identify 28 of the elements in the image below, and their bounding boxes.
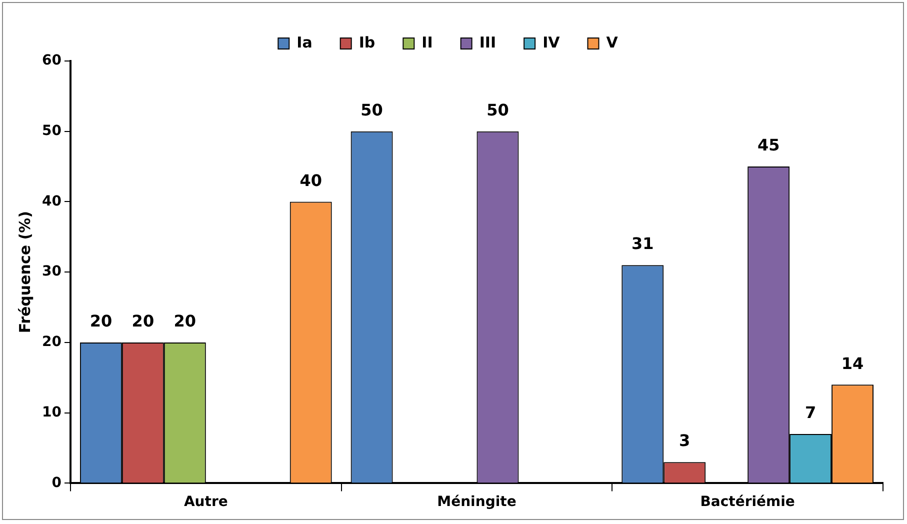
data-label: 7 xyxy=(804,403,816,422)
data-label: 14 xyxy=(841,354,864,373)
y-axis-title: Fréquence (%) xyxy=(16,211,34,334)
legend-label: II xyxy=(422,33,433,52)
legend-label: IV xyxy=(542,33,560,52)
data-label: 50 xyxy=(360,100,383,120)
data-label: 3 xyxy=(679,431,690,450)
y-tick-label: 20 xyxy=(42,334,62,350)
y-tick-label: 0 xyxy=(52,474,62,491)
data-label: 31 xyxy=(631,234,654,254)
x-tick-label: Autre xyxy=(184,494,228,510)
data-label: 40 xyxy=(300,170,322,190)
y-tick-label: 40 xyxy=(42,193,62,210)
data-label: 20 xyxy=(174,312,196,331)
y-tick-label: 10 xyxy=(42,404,62,420)
data-label: 45 xyxy=(757,136,780,155)
legend-label: Ia xyxy=(296,33,312,52)
x-tick-label: Méningite xyxy=(437,494,516,510)
legend-label: III xyxy=(479,33,496,52)
y-tick-label: 30 xyxy=(42,264,62,280)
legend-label: Ib xyxy=(358,33,376,52)
y-tick-label: 50 xyxy=(42,123,62,140)
x-tick-label: Bactériémie xyxy=(700,494,795,510)
data-label: 20 xyxy=(90,312,112,331)
y-tick-label: 60 xyxy=(42,52,62,69)
data-label: 50 xyxy=(486,100,509,120)
data-label: 20 xyxy=(132,312,154,331)
legend-label: V xyxy=(606,33,618,52)
